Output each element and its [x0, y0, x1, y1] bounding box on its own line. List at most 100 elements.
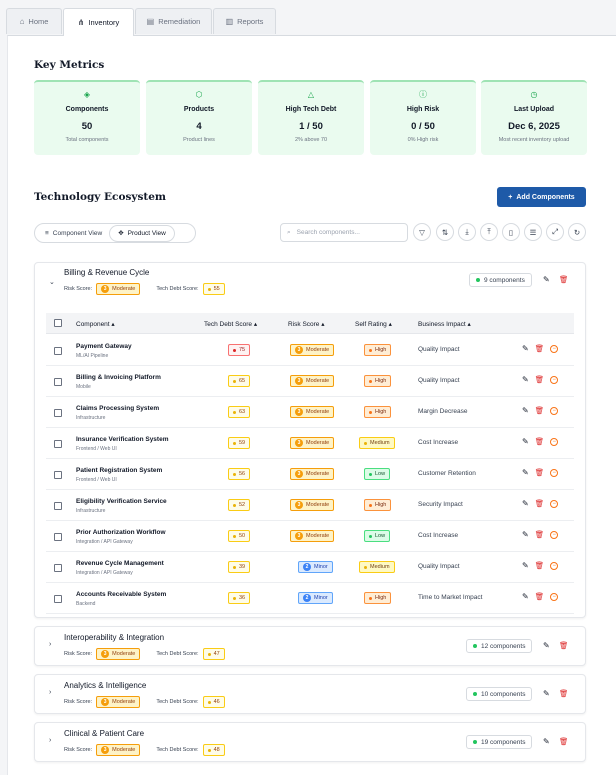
chevron-right-icon[interactable]: ›	[49, 689, 52, 696]
trash-icon[interactable]: 🗑	[559, 275, 569, 284]
edit-icon[interactable]: ✎	[543, 275, 550, 284]
filter-icon: ▽	[419, 227, 425, 237]
component-name[interactable]: Prior Authorization Workflow	[76, 529, 166, 536]
edit-icon[interactable]: ✎	[522, 406, 529, 415]
download-button[interactable]: ⤓	[458, 223, 476, 241]
remove-circle-icon[interactable]: −	[550, 438, 559, 446]
component-name[interactable]: Patient Registration System	[76, 467, 163, 474]
row-checkbox[interactable]	[54, 347, 62, 355]
trash-icon[interactable]: 🗑	[559, 737, 569, 746]
component-name[interactable]: Eligibility Verification Service	[76, 498, 167, 505]
edit-icon[interactable]: ✎	[543, 737, 550, 746]
row-actions: ✎ 🗑 −	[522, 344, 559, 353]
trash-icon[interactable]: 🗑	[559, 641, 569, 650]
component-name[interactable]: Insurance Verification System	[76, 436, 169, 443]
export-file-button[interactable]: ▯	[502, 223, 520, 241]
add-components-button[interactable]: + Add Components	[497, 187, 586, 207]
row-checkbox[interactable]	[54, 564, 62, 572]
edit-icon[interactable]: ✎	[522, 468, 529, 477]
edit-icon[interactable]: ✎	[522, 592, 529, 601]
edit-icon[interactable]: ✎	[522, 530, 529, 539]
component-name[interactable]: Payment Gateway	[76, 343, 132, 350]
metric-sub: Most recent inventory upload	[498, 137, 570, 143]
trash-icon[interactable]: 🗑	[534, 499, 545, 508]
row-checkbox[interactable]	[54, 595, 62, 603]
tab-home[interactable]: ⌂ Home	[6, 8, 62, 34]
table-row[interactable]: Revenue Cycle Management Integration / A…	[46, 552, 574, 583]
table-row[interactable]: Patient Registration System Frontend / W…	[46, 459, 574, 490]
select-all-checkbox[interactable]	[54, 319, 62, 327]
trash-icon[interactable]: 🗑	[534, 437, 545, 446]
expand-icon: ⤢	[552, 227, 558, 236]
chevron-right-icon[interactable]: ›	[49, 641, 52, 648]
key-metrics-title: Key Metrics	[34, 59, 105, 71]
component-name[interactable]: Claims Processing System	[76, 405, 160, 412]
trash-icon[interactable]: 🗑	[534, 592, 545, 601]
header-risk[interactable]: Risk Score ▴	[288, 321, 325, 328]
risk-badge: 3 Moderate	[290, 499, 335, 511]
trash-icon[interactable]: 🗑	[534, 468, 545, 477]
trash-icon[interactable]: 🗑	[534, 561, 545, 570]
row-checkbox[interactable]	[54, 409, 62, 417]
edit-icon[interactable]: ✎	[522, 344, 529, 353]
remove-circle-icon[interactable]: −	[550, 469, 559, 477]
remove-circle-icon[interactable]: −	[550, 593, 559, 601]
header-tech-debt[interactable]: Tech Debt Score ▴	[204, 321, 258, 328]
table-row[interactable]: Billing & Invoicing Platform Mobile 65 3…	[46, 366, 574, 397]
component-name[interactable]: Billing & Invoicing Platform	[76, 374, 161, 381]
remove-circle-icon[interactable]: −	[550, 531, 559, 539]
remove-circle-icon[interactable]: −	[550, 407, 559, 415]
tab-reports[interactable]: ▥ Reports	[213, 8, 276, 34]
report-icon: ▥	[225, 17, 234, 26]
risk-badge: 2 Minor	[298, 561, 333, 573]
trash-icon[interactable]: 🗑	[534, 344, 545, 353]
header-component[interactable]: Component ▴	[76, 321, 115, 328]
refresh-button[interactable]: ↻	[568, 223, 586, 241]
edit-icon[interactable]: ✎	[522, 437, 529, 446]
trash-icon[interactable]: 🗑	[534, 375, 545, 384]
component-view-option[interactable]: ≡ Component View	[37, 226, 110, 241]
search-box[interactable]: ⌕ Search components...	[280, 223, 408, 242]
remove-circle-icon[interactable]: −	[550, 345, 559, 353]
edit-icon[interactable]: ✎	[543, 641, 550, 650]
tab-remediation[interactable]: ▤ Remediation	[135, 8, 212, 34]
chevron-right-icon[interactable]: ›	[49, 737, 52, 744]
table-row[interactable]: Prior Authorization Workflow Integration…	[46, 521, 574, 552]
risk-badge: 3 Moderate	[96, 696, 141, 708]
row-checkbox[interactable]	[54, 533, 62, 541]
row-checkbox[interactable]	[54, 440, 62, 448]
upload-button[interactable]: ⤒	[480, 223, 498, 241]
header-self-rating[interactable]: Self Rating ▴	[355, 321, 392, 328]
table-row[interactable]: Eligibility Verification Service Infrast…	[46, 490, 574, 521]
row-checkbox[interactable]	[54, 502, 62, 510]
remove-circle-icon[interactable]: −	[550, 562, 559, 570]
expand-button[interactable]: ⤢	[546, 223, 564, 241]
component-name[interactable]: Accounts Receivable System	[76, 591, 167, 598]
row-actions: ✎ 🗑 −	[522, 375, 559, 384]
trash-icon[interactable]: 🗑	[534, 530, 545, 539]
table-row[interactable]: Payment Gateway ML/AI Pipeline 75 3 Moder…	[46, 335, 574, 366]
edit-icon[interactable]: ✎	[522, 499, 529, 508]
row-checkbox[interactable]	[54, 471, 62, 479]
search-input[interactable]: Search components...	[296, 229, 360, 236]
tab-inventory[interactable]: ⋔ Inventory	[63, 8, 134, 36]
remove-circle-icon[interactable]: −	[550, 376, 559, 384]
sort-button[interactable]: ⇅	[436, 223, 454, 241]
table-row[interactable]: Claims Processing System Infrastructure …	[46, 397, 574, 428]
settings-button[interactable]: ☰	[524, 223, 542, 241]
row-checkbox[interactable]	[54, 378, 62, 386]
trash-icon[interactable]: 🗑	[534, 406, 545, 415]
component-name[interactable]: Revenue Cycle Management	[76, 560, 164, 567]
edit-icon[interactable]: ✎	[522, 375, 529, 384]
table-row[interactable]: Insurance Verification System Frontend /…	[46, 428, 574, 459]
header-impact[interactable]: Business Impact ▴	[418, 321, 471, 328]
filter-button[interactable]: ▽	[413, 223, 431, 241]
trash-icon[interactable]: 🗑	[559, 689, 569, 698]
edit-icon[interactable]: ✎	[522, 561, 529, 570]
product-view-option[interactable]: ✥ Product View	[110, 225, 174, 241]
metric-value: 1 / 50	[299, 121, 323, 132]
remove-circle-icon[interactable]: −	[550, 500, 559, 508]
chevron-down-icon[interactable]: ⌄	[49, 279, 55, 286]
edit-icon[interactable]: ✎	[543, 689, 550, 698]
